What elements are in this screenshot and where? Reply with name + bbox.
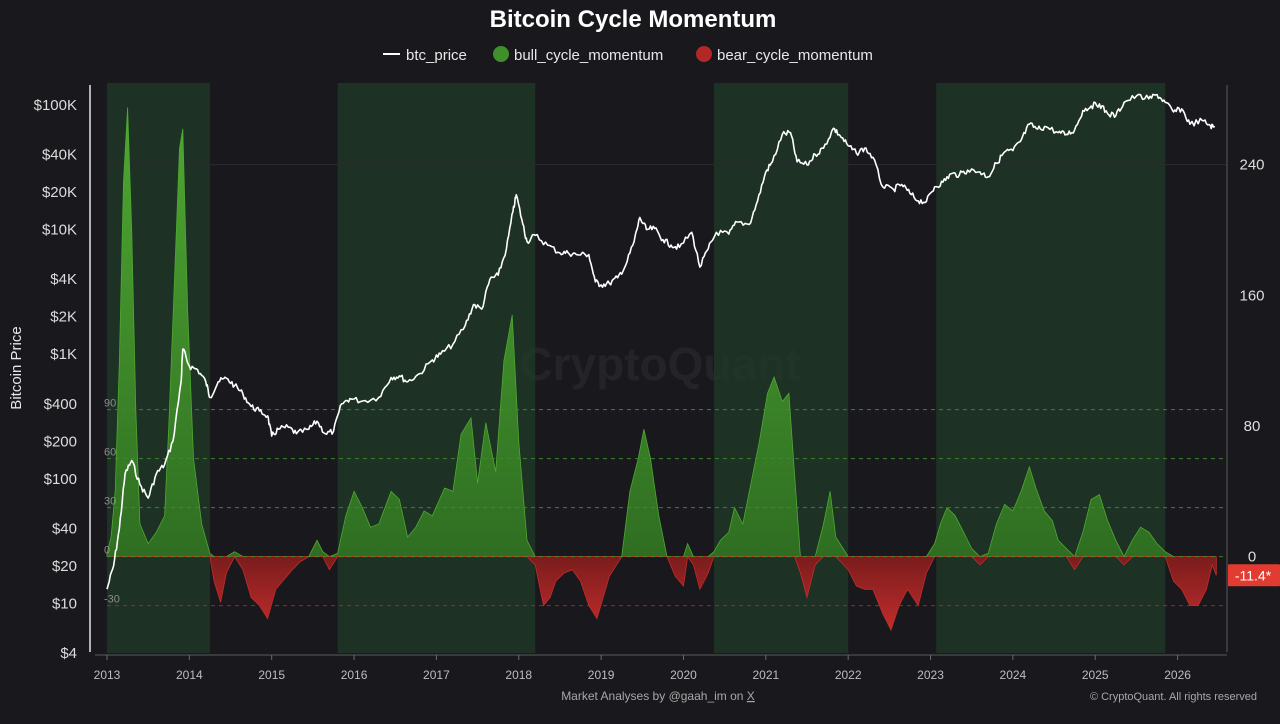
axes: $4 $10 $20 $40 $100 $200 $400 $1K $2K $4K $10K $20K…: [34, 85, 1265, 682]
last-value-badge-group: -11.4*: [1228, 564, 1280, 587]
y-left-tick-label: $10: [52, 595, 77, 612]
x-tick-label: 2018: [505, 668, 532, 682]
bull-cycle-band-3: [713, 83, 849, 653]
last-value-badge: [1228, 564, 1280, 587]
y-left-tick-label: $4: [60, 645, 77, 662]
reference-label--30: -30: [104, 594, 120, 606]
btc-price-line: [106, 93, 1216, 590]
y-left-tick-label: $2K: [50, 309, 77, 326]
y-left-tick-label: $40: [52, 520, 77, 537]
bull-cycle-bands: [107, 83, 1166, 653]
legend-bull-swatch: [493, 46, 509, 62]
legend-bear-label: bear_cycle_momentum: [717, 47, 873, 64]
x-tick-label: 2013: [94, 668, 121, 682]
legend-bull-label: bull_cycle_momentum: [514, 47, 663, 64]
x-tick-label: 2026: [1164, 668, 1191, 682]
y-left-tick-label: $400: [44, 396, 77, 413]
y-right-tick-label: 240: [1239, 157, 1264, 174]
y-left-tick-label: $200: [44, 433, 77, 450]
x-tick-label: 2014: [176, 668, 203, 682]
footer-copyright: © CryptoQuant. All rights reserved: [1090, 691, 1257, 703]
last-value-badge-text: -11.4*: [1235, 567, 1272, 583]
bull-momentum-area: [106, 107, 1217, 558]
x-tick-label: 2019: [588, 668, 615, 682]
y-left-tick-label: $20K: [42, 184, 77, 201]
x-tick-label: 2020: [670, 668, 697, 682]
footer-credit: Market Analyses by @gaah_im on X: [561, 689, 755, 703]
x-tick-label: 2021: [752, 668, 779, 682]
x-tick-label: 2025: [1082, 668, 1109, 682]
reference-label-90: 90: [104, 398, 116, 410]
y-left-tick-label: $100: [44, 471, 77, 488]
x-tick-label: 2024: [1000, 668, 1027, 682]
reference-label-0: 0: [104, 545, 110, 557]
y-right-tick-label: 0: [1248, 549, 1256, 566]
footer-credit-prefix: Market Analyses by @gaah_im on: [561, 689, 747, 703]
bull-cycle-band-4: [936, 83, 1166, 653]
price-line-group: [106, 93, 1216, 590]
legend-btc-price-label: btc_price: [406, 47, 467, 64]
x-tick-label: 2016: [341, 668, 368, 682]
x-tick-label: 2015: [258, 668, 285, 682]
reference-label-30: 30: [104, 496, 116, 508]
y-right-tick-label: 160: [1239, 287, 1264, 304]
footer-x-link[interactable]: X: [747, 689, 755, 703]
chart-title: Bitcoin Cycle Momentum: [490, 6, 777, 33]
y-left-tick-label: $40K: [42, 147, 77, 164]
x-tick-label: 2023: [917, 668, 944, 682]
legend: btc_price bull_cycle_momentum bear_cycle…: [383, 46, 873, 64]
reference-label-60: 60: [104, 447, 116, 459]
y-axis-title: Bitcoin Price: [8, 326, 25, 409]
bull-cycle-band-2: [337, 83, 536, 653]
y-left-tick-label: $4K: [50, 271, 77, 288]
y-left-tick-label: $1K: [50, 346, 77, 363]
x-tick-label: 2017: [423, 668, 450, 682]
legend-bear-swatch: [696, 46, 712, 62]
y-right-tick-label: 80: [1244, 418, 1261, 435]
y-left-tick-label: $20: [52, 558, 77, 575]
x-tick-label: 2022: [835, 668, 862, 682]
y-left-tick-label: $100K: [34, 97, 77, 114]
reference-lines: 90 60 30 0 -30: [104, 398, 1227, 607]
y-left-tick-label: $10K: [42, 222, 77, 239]
